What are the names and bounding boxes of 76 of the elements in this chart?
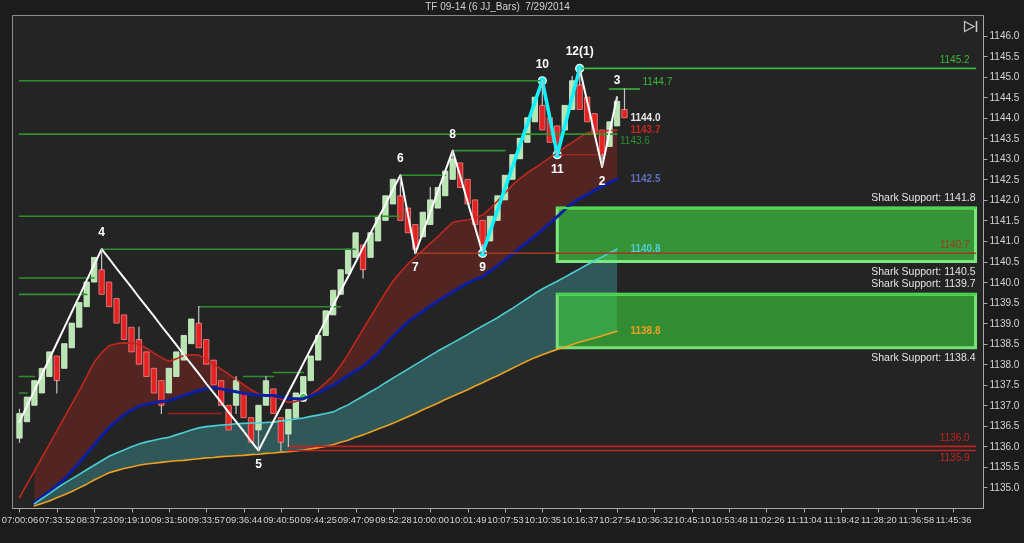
annotation: Shark Support: 1139.7 — [871, 277, 976, 290]
annotation: Shark Support: 1138.4 — [871, 350, 976, 363]
data-label: 1143.6 — [620, 135, 651, 147]
y-tick-label: 1136.5 — [989, 420, 1020, 432]
x-tick-label: 09:31:50 — [151, 513, 188, 525]
x-tick-label: 10:45:10 — [673, 513, 711, 525]
y-tick-label: 1144.0 — [989, 112, 1020, 124]
y-tick-label: 1142.5 — [989, 173, 1020, 185]
x-tick-label: 09:52:28 — [375, 513, 412, 525]
text: 1144.0 — [630, 111, 661, 123]
annotation: 8 — [449, 126, 457, 141]
annotation: Shark Support: 1140.5 — [871, 264, 976, 277]
data-label: 1140.7 — [939, 239, 970, 251]
annotation: 12(1) — [565, 44, 594, 59]
annotation: 9 — [479, 260, 487, 275]
data-label: 1135.9 — [939, 452, 970, 464]
x-tick-label: 10:10:35 — [524, 513, 562, 525]
y-tick-label: 1135.0 — [989, 481, 1020, 493]
y-tick-label: 1143.5 — [989, 132, 1020, 144]
y-tick-label: 1137.5 — [989, 379, 1020, 391]
y-tick-label: 1138.5 — [989, 338, 1020, 350]
x-tick-label: 11:02:26 — [748, 513, 785, 525]
y-tick-label: 1142.0 — [989, 194, 1020, 206]
x-tick-label: 09:36:44 — [225, 513, 263, 525]
data-label: 1143.7 — [630, 124, 661, 136]
x-tick-label: 11:36:58 — [898, 513, 935, 525]
annotation: Shark Support: 1141.8 — [871, 191, 976, 204]
x-tick-label: 10:01:49 — [449, 513, 487, 525]
data-label: 1142.5 — [630, 173, 661, 185]
data-label: 1136.0 — [939, 432, 970, 444]
y-tick-label: 1141.5 — [989, 214, 1020, 226]
y-tick-label: 1145.0 — [989, 71, 1020, 83]
data-label: 1140.8 — [630, 243, 661, 255]
x-tick-label: 09:47:09 — [337, 513, 375, 525]
annotation: 2 — [598, 174, 606, 189]
annotation: 10 — [535, 56, 550, 71]
y-tick-label: 1139.0 — [989, 317, 1020, 329]
x-tick-label: 09:19:10 — [113, 513, 151, 525]
y-tick-label: 1139.5 — [989, 297, 1020, 309]
y-tick-label: 1135.5 — [989, 461, 1020, 473]
x-tick-label: 10:07:53 — [487, 513, 524, 525]
y-tick-label: 1143.0 — [989, 153, 1020, 165]
y-tick-label: 1138.0 — [989, 358, 1020, 370]
x-tick-label: 10:27:54 — [599, 513, 636, 525]
x-tick-label: 11:19:42 — [823, 513, 860, 525]
annotation: 11 — [550, 161, 564, 176]
y-tick-label: 1140.5 — [989, 256, 1020, 267]
annotation: 3 — [613, 73, 621, 88]
data-label: 1144.7 — [642, 75, 673, 87]
x-tick-label: 10:36:32 — [636, 513, 674, 525]
x-tick-label: 08:37:23 — [76, 513, 113, 525]
data-label: 1138.8 — [630, 325, 661, 337]
chart-title: TF 09-14 (6 JJ_Bars) 7/29/2014 — [425, 1, 571, 12]
y-tick-label: 1137.0 — [989, 399, 1020, 411]
x-tick-label: 09:33:57 — [188, 513, 225, 525]
y-tick-label: 1140.0 — [989, 276, 1020, 288]
x-tick-label: 11:28:20 — [861, 513, 897, 525]
y-tick-label: 1136.0 — [989, 440, 1020, 452]
annotation: 5 — [255, 457, 263, 472]
y-tick-label: 1145.5 — [989, 50, 1020, 62]
x-tick-label: 07:00:06 — [1, 513, 39, 525]
annotation: 7 — [411, 260, 419, 275]
annotation: 4 — [98, 225, 106, 240]
x-tick-label: 11:45:36 — [935, 513, 972, 525]
x-tick-label: 10:53:48 — [711, 513, 748, 525]
y-tick-label: 1146.0 — [989, 30, 1020, 42]
data-label: 1145.2 — [939, 54, 970, 66]
x-tick-label: 10:00:00 — [412, 513, 450, 525]
x-tick-label: 07:33:52 — [39, 513, 76, 525]
x-tick-label: 09:44:25 — [300, 513, 337, 525]
y-tick-label: 1144.5 — [989, 91, 1020, 103]
annotation: 6 — [397, 151, 405, 166]
x-tick-label: 11:11:04 — [786, 513, 822, 525]
x-tick-label: 10:16:37 — [561, 513, 599, 525]
x-tick-label: 09:40:50 — [263, 513, 300, 525]
y-tick-label: 1141.0 — [989, 235, 1020, 247]
